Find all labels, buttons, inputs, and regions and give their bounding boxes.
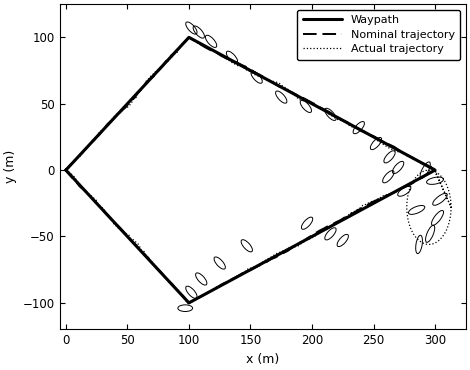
Nominal trajectory [156, 267, 161, 272]
Legend: Waypath, Nominal trajectory, Actual trajectory: Waypath, Nominal trajectory, Actual traj… [297, 10, 460, 60]
Actual trajectory [147, 75, 152, 80]
Nominal trajectory [186, 301, 191, 305]
Waypath [432, 168, 438, 172]
Line: Waypath: Waypath [66, 37, 435, 303]
Actual trajectory [263, 77, 268, 82]
Line: Actual trajectory: Actual trajectory [66, 38, 451, 304]
Nominal trajectory [119, 108, 125, 113]
Nominal trajectory [65, 171, 70, 175]
Actual trajectory [185, 302, 191, 306]
Waypath [186, 35, 192, 40]
Actual trajectory [86, 143, 92, 148]
Nominal trajectory [63, 168, 69, 172]
Actual trajectory [63, 168, 69, 172]
Nominal trajectory [186, 35, 192, 40]
Actual trajectory [348, 211, 354, 215]
X-axis label: x (m): x (m) [246, 353, 279, 366]
Nominal trajectory [318, 105, 323, 110]
Line: Nominal trajectory: Nominal trajectory [66, 37, 435, 303]
Actual trajectory [195, 295, 201, 300]
Nominal trajectory [63, 168, 69, 172]
Nominal trajectory [194, 296, 200, 300]
Actual trajectory [63, 168, 69, 172]
Waypath [63, 168, 69, 172]
Waypath [186, 301, 192, 305]
Y-axis label: y (m): y (m) [4, 150, 17, 184]
Actual trajectory [360, 203, 366, 208]
Waypath [63, 168, 69, 172]
Nominal trajectory [358, 206, 363, 211]
Actual trajectory [186, 36, 192, 40]
